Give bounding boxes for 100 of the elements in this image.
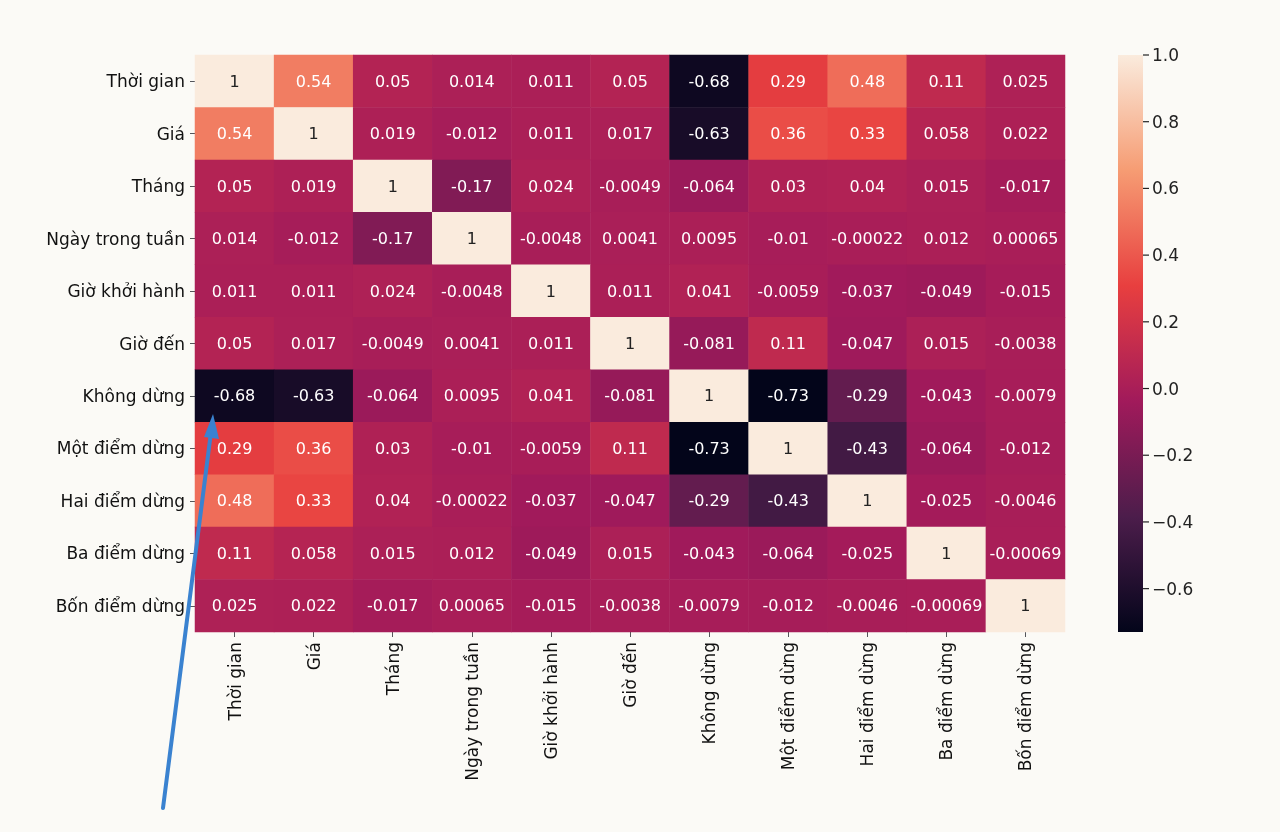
data-label: -0.17 bbox=[451, 176, 493, 196]
data-label: 0.11 bbox=[770, 334, 806, 353]
data-label: 1 bbox=[229, 71, 240, 91]
data-label: -0.43 bbox=[767, 491, 809, 511]
data-label: -0.0049 bbox=[361, 334, 424, 353]
data-label: -0.68 bbox=[688, 71, 730, 91]
data-label: 0.011 bbox=[528, 71, 574, 91]
data-label: 0.36 bbox=[295, 438, 332, 458]
y-tick-label: Giá bbox=[156, 123, 185, 144]
y-tick-label: Không dừng bbox=[82, 385, 185, 406]
x-tick-label: Ngày trong tuần bbox=[461, 642, 482, 781]
data-label: 0.011 bbox=[528, 334, 574, 353]
data-label: 0.03 bbox=[770, 176, 806, 196]
data-label: -0.63 bbox=[292, 386, 335, 406]
data-label: 1 bbox=[308, 124, 319, 144]
y-tick-label: Thời gian bbox=[105, 71, 185, 92]
data-label: -0.0048 bbox=[520, 229, 582, 249]
data-label: -0.73 bbox=[688, 438, 730, 458]
x-tick-label: Giờ đến bbox=[620, 642, 640, 708]
data-label: 1 bbox=[466, 229, 477, 249]
data-label: 0.05 bbox=[216, 334, 253, 353]
data-label: -0.00069 bbox=[989, 543, 1062, 563]
data-label: 0.019 bbox=[290, 176, 337, 196]
data-label: 0.33 bbox=[295, 491, 332, 511]
data-label: -0.0079 bbox=[994, 386, 1057, 406]
data-label: 0.015 bbox=[923, 176, 970, 196]
color-bar-label: 0.4 bbox=[1152, 245, 1180, 266]
data-label: -0.68 bbox=[213, 386, 256, 406]
y-tick-label: Giờ đến bbox=[119, 333, 185, 354]
color-bar-label: 0.0 bbox=[1152, 378, 1180, 399]
color-bar-label: −0.6 bbox=[1152, 578, 1194, 599]
data-label: -0.012 bbox=[999, 438, 1052, 458]
data-label: -0.025 bbox=[920, 491, 973, 511]
data-label: -0.0046 bbox=[836, 596, 899, 616]
data-label: -0.043 bbox=[683, 543, 735, 563]
x-tick-label: Hai điểm dừng bbox=[857, 642, 878, 767]
color-bar-label: 0.6 bbox=[1152, 178, 1180, 199]
data-label: -0.01 bbox=[451, 438, 493, 458]
data-label: 0.022 bbox=[290, 596, 337, 616]
data-label: 0.041 bbox=[686, 281, 732, 301]
data-label: 0.48 bbox=[216, 491, 253, 511]
color-bar-label: 1.0 bbox=[1152, 45, 1180, 65]
x-tick-label: Một điểm dừng bbox=[778, 642, 799, 771]
data-label: 0.011 bbox=[528, 124, 574, 144]
color-bar-label: 0.2 bbox=[1152, 311, 1180, 332]
y-tick-label: Hai điểm dừng bbox=[60, 490, 185, 511]
data-label: -0.064 bbox=[366, 386, 419, 406]
data-label: 0.058 bbox=[290, 543, 337, 563]
data-label: -0.064 bbox=[683, 176, 735, 196]
data-label: 0.015 bbox=[607, 543, 653, 563]
data-label: 0.0095 bbox=[681, 229, 738, 249]
data-label: 0.11 bbox=[216, 543, 253, 563]
data-label: 0.017 bbox=[607, 124, 653, 144]
data-label: 0.54 bbox=[216, 124, 253, 144]
data-label: 0.00065 bbox=[992, 229, 1059, 249]
y-tick-label: Giờ khởi hành bbox=[67, 281, 185, 302]
data-label: -0.012 bbox=[287, 229, 340, 249]
data-label: 0.54 bbox=[295, 71, 332, 91]
data-label: 0.05 bbox=[374, 71, 411, 91]
data-label: 0.025 bbox=[211, 596, 258, 616]
data-label: 0.014 bbox=[211, 229, 258, 249]
data-label: -0.047 bbox=[841, 334, 894, 353]
data-label: 0.00065 bbox=[438, 596, 505, 616]
x-tick-label: Giờ khởi hành bbox=[540, 642, 561, 760]
data-label: 0.015 bbox=[369, 543, 416, 563]
data-label: -0.025 bbox=[841, 543, 894, 563]
data-label: 0.022 bbox=[1002, 124, 1049, 144]
data-label: 0.11 bbox=[612, 438, 648, 458]
data-label: -0.01 bbox=[767, 229, 809, 249]
data-label: -0.015 bbox=[999, 281, 1052, 301]
data-label: 1 bbox=[783, 438, 794, 458]
data-label: -0.29 bbox=[846, 386, 888, 406]
y-tick-label: Một điểm dừng bbox=[56, 438, 185, 459]
data-label: 0.48 bbox=[849, 71, 886, 91]
data-label: 0.0041 bbox=[602, 229, 658, 249]
data-label: 0.014 bbox=[448, 71, 495, 91]
data-label: -0.037 bbox=[841, 281, 894, 301]
color-bar-label: −0.4 bbox=[1152, 511, 1194, 532]
data-label: -0.73 bbox=[767, 386, 809, 406]
data-label: 1 bbox=[545, 281, 556, 301]
data-label: 0.04 bbox=[849, 176, 886, 196]
data-label: -0.012 bbox=[762, 596, 814, 616]
data-label: 0.33 bbox=[849, 124, 886, 144]
data-label: 1 bbox=[387, 176, 398, 196]
data-label: 0.024 bbox=[528, 176, 574, 196]
data-label: 0.0095 bbox=[443, 386, 500, 406]
data-label: 0.05 bbox=[216, 176, 253, 196]
data-label: 0.011 bbox=[211, 281, 258, 301]
data-label: -0.43 bbox=[846, 438, 888, 458]
data-label: 0.011 bbox=[607, 281, 653, 301]
data-label: -0.043 bbox=[920, 386, 973, 406]
data-label: 0.03 bbox=[374, 438, 411, 458]
data-label: 1 bbox=[704, 386, 715, 406]
data-label: -0.0079 bbox=[678, 596, 740, 616]
data-label: 0.025 bbox=[1002, 71, 1049, 91]
data-label: 1 bbox=[1020, 596, 1031, 616]
y-tick-label: Bốn điểm dừng bbox=[55, 595, 185, 616]
data-label: -0.049 bbox=[920, 281, 973, 301]
data-label: 1 bbox=[862, 491, 873, 511]
data-label: -0.0046 bbox=[994, 491, 1057, 511]
